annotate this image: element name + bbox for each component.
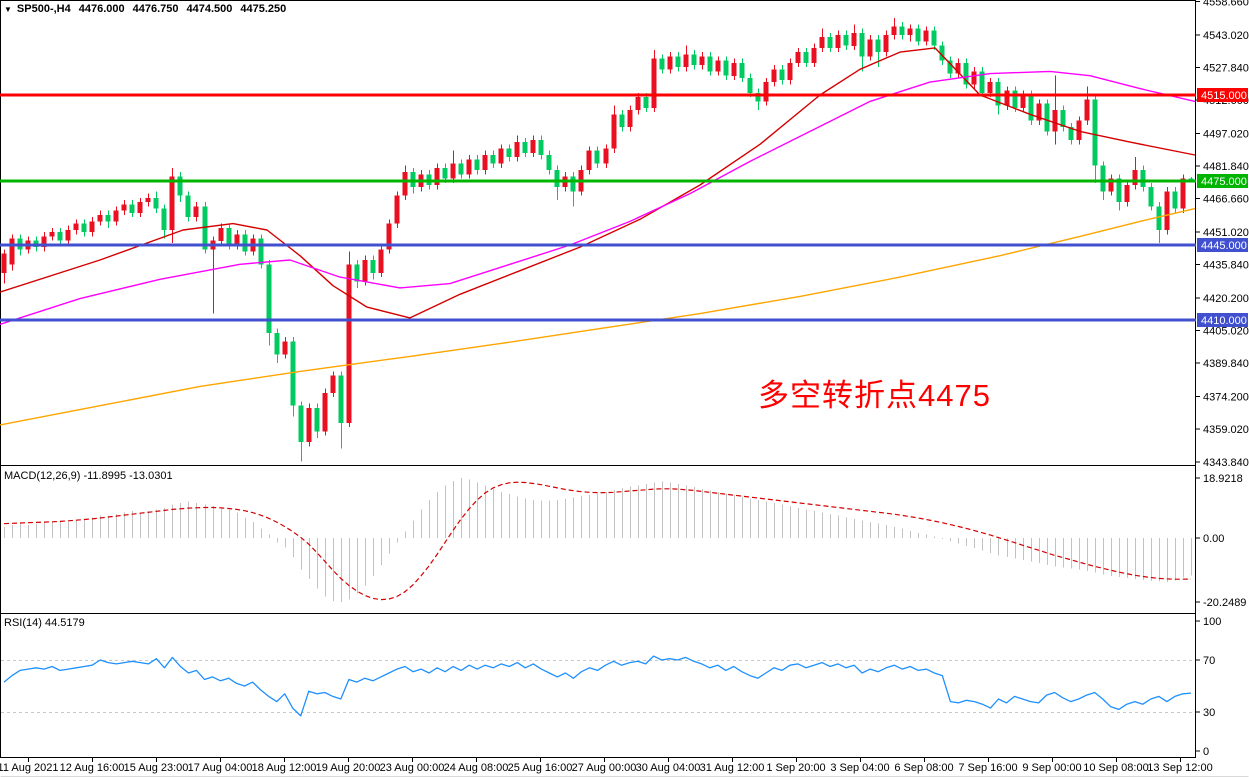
axis-label: 30 <box>1203 707 1215 719</box>
time-label: 13 Sep 12:00 <box>1147 762 1212 774</box>
axis-label: 0.00 <box>1203 533 1224 545</box>
svg-text:4515.000: 4515.000 <box>1201 90 1247 102</box>
price-badge-4410.000: 4410.000 <box>1197 313 1248 327</box>
candles <box>1 17 1194 462</box>
rsi-indicator-label: RSI(14) 44.5179 <box>4 617 85 629</box>
time-label: 11 Aug 2021 <box>0 762 58 774</box>
axis-label: 4481.840 <box>1203 161 1249 173</box>
macd-axis[interactable]: 18.9218 0.00 -20.2489 <box>1196 473 1246 609</box>
axis-label: 70 <box>1203 655 1215 667</box>
time-label: 6 Sep 08:00 <box>894 762 953 774</box>
time-label: 17 Aug 04:00 <box>188 762 253 774</box>
ma-mid-line <box>0 70 1196 325</box>
main-price-axis[interactable]: 4558.6604543.0204527.8404512.6604497.020… <box>1196 0 1249 469</box>
macd-histogram <box>4 478 1192 602</box>
symbol-timeframe: SP500-,H4 <box>16 3 71 15</box>
axis-label: 4359.020 <box>1203 424 1249 436</box>
ohlc-close: 4475.250 <box>240 3 287 15</box>
price-badge-4515.000: 4515.000 <box>1197 88 1248 102</box>
svg-text:4475.000: 4475.000 <box>1201 176 1247 188</box>
axis-label: -20.2489 <box>1203 597 1246 609</box>
macd-signal-line <box>3 481 1192 601</box>
axis-label: 18.9218 <box>1203 473 1243 485</box>
axis-label: 4420.200 <box>1203 293 1249 305</box>
time-label: 25 Aug 16:00 <box>508 762 573 774</box>
axis-label: 4527.840 <box>1203 62 1249 74</box>
axis-label: 4389.840 <box>1203 358 1249 370</box>
ohlc-open: 4476.000 <box>78 3 125 15</box>
price-badge-4445.000: 4445.000 <box>1197 238 1248 252</box>
chart-title: ▼ SP500-,H4 4476.000 4476.750 4474.500 4… <box>4 3 294 15</box>
axis-label: 4374.200 <box>1203 392 1249 404</box>
time-label: 24 Aug 08:00 <box>444 762 509 774</box>
time-label: 9 Sep 00:00 <box>1022 762 1081 774</box>
time-label: 31 Aug 12:00 <box>700 762 765 774</box>
price-badge-4475.000: 4475.000 <box>1197 174 1248 188</box>
axis-label: 4543.020 <box>1203 30 1249 42</box>
svg-text:4410.000: 4410.000 <box>1201 315 1247 327</box>
symbol-dropdown-icon[interactable]: ▼ <box>4 4 12 14</box>
time-label: 7 Sep 16:00 <box>958 762 1017 774</box>
time-label: 18 Aug 12:00 <box>252 762 317 774</box>
rsi-levels <box>1 660 1195 713</box>
rsi-axis[interactable]: 100 70 30 0 <box>1196 616 1221 758</box>
ohlc-high: 4476.750 <box>132 3 179 15</box>
time-label: 1 Sep 20:00 <box>766 762 825 774</box>
svg-text:4445.000: 4445.000 <box>1201 240 1247 252</box>
rsi-line <box>3 655 1192 717</box>
time-label: 30 Aug 04:00 <box>636 762 701 774</box>
time-label: 19 Aug 20:00 <box>316 762 381 774</box>
time-label: 27 Aug 00:00 <box>572 762 637 774</box>
time-label: 3 Sep 04:00 <box>830 762 889 774</box>
ma-fast-line <box>0 47 1196 319</box>
macd-indicator-label: MACD(12,26,9) -11.8995 -13.0301 <box>4 470 173 482</box>
axis-label: 4466.660 <box>1203 194 1249 206</box>
axis-label: 4497.020 <box>1203 129 1249 141</box>
time-label: 15 Aug 23:00 <box>124 762 189 774</box>
ma-slow-line <box>0 207 1196 426</box>
time-label: 12 Aug 16:00 <box>60 762 125 774</box>
time-label: 23 Aug 00:00 <box>380 762 445 774</box>
axis-label: 4435.840 <box>1203 260 1249 272</box>
chart-annotation-text[interactable]: 多空转折点4475 <box>758 378 991 413</box>
time-label: 10 Sep 08:00 <box>1083 762 1148 774</box>
ohlc-low: 4474.500 <box>186 3 233 15</box>
axis-label: 4405.020 <box>1203 326 1249 338</box>
axis-label: 4558.660 <box>1203 0 1249 8</box>
time-axis[interactable]: 11 Aug 2021 12 Aug 16:00 15 Aug 23:00 17 Au… <box>0 757 1213 777</box>
axis-label: 0 <box>1203 746 1209 758</box>
axis-label: 100 <box>1203 616 1221 628</box>
axis-label: 4451.020 <box>1203 227 1249 239</box>
axis-label: 4343.840 <box>1203 457 1249 469</box>
